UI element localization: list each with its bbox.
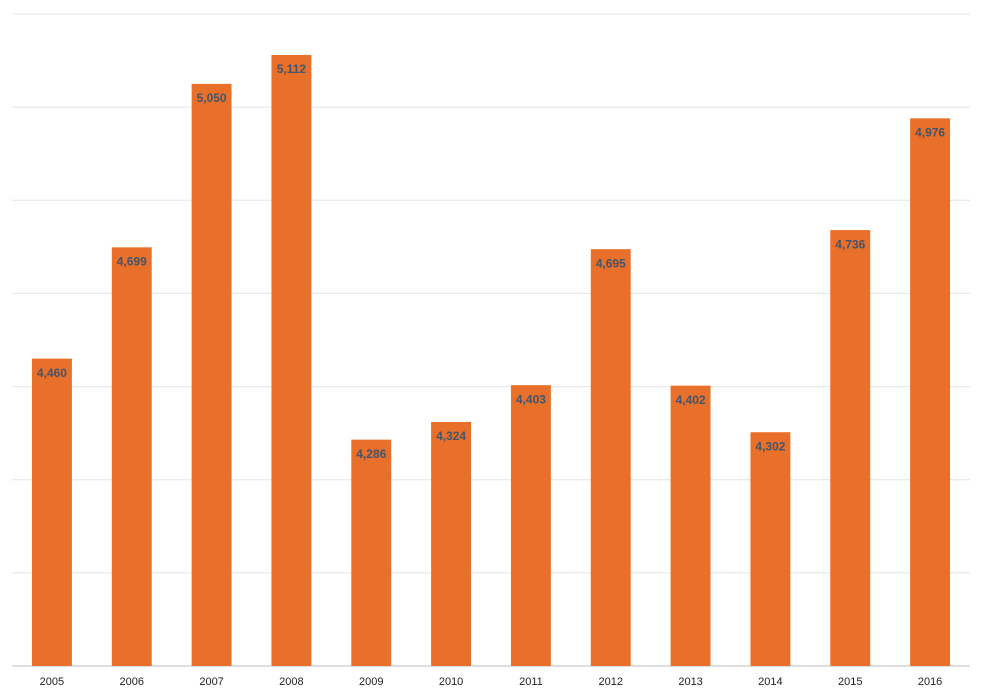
bar [31, 358, 72, 666]
data-label: 5,050 [197, 91, 227, 105]
x-tick-label: 2007 [199, 676, 223, 688]
data-label: 4,736 [835, 237, 865, 251]
data-label: 4,699 [117, 254, 147, 268]
bar [111, 247, 152, 666]
bar [431, 421, 472, 666]
bar [590, 249, 631, 666]
x-tick-label: 2012 [599, 676, 623, 688]
x-tick-label: 2015 [838, 676, 862, 688]
data-label: 4,695 [596, 256, 626, 270]
x-tick-label: 2005 [40, 676, 64, 688]
bar [510, 385, 551, 666]
data-label: 4,286 [356, 447, 386, 461]
data-label: 5,112 [277, 62, 307, 76]
x-tick-label: 2009 [359, 676, 383, 688]
x-tick-label: 2014 [758, 676, 782, 688]
data-label: 4,403 [516, 392, 546, 406]
bar [670, 385, 711, 666]
data-label: 4,976 [915, 125, 945, 139]
bar [191, 83, 232, 667]
x-tick-label: 2010 [439, 676, 463, 688]
x-tick-label: 2006 [120, 676, 144, 688]
data-label: 4,460 [37, 366, 67, 380]
data-label: 4,324 [436, 429, 466, 443]
bar [351, 439, 392, 666]
x-tick-label: 2016 [918, 676, 942, 688]
bar [271, 54, 312, 667]
x-tick-label: 2011 [519, 676, 543, 688]
bar [830, 230, 871, 666]
x-tick-label: 2013 [678, 676, 702, 688]
data-label: 4,402 [676, 393, 706, 407]
x-tick-label: 2008 [279, 676, 303, 688]
bar [750, 432, 791, 666]
data-label: 4,302 [755, 439, 785, 453]
bar [910, 118, 951, 666]
